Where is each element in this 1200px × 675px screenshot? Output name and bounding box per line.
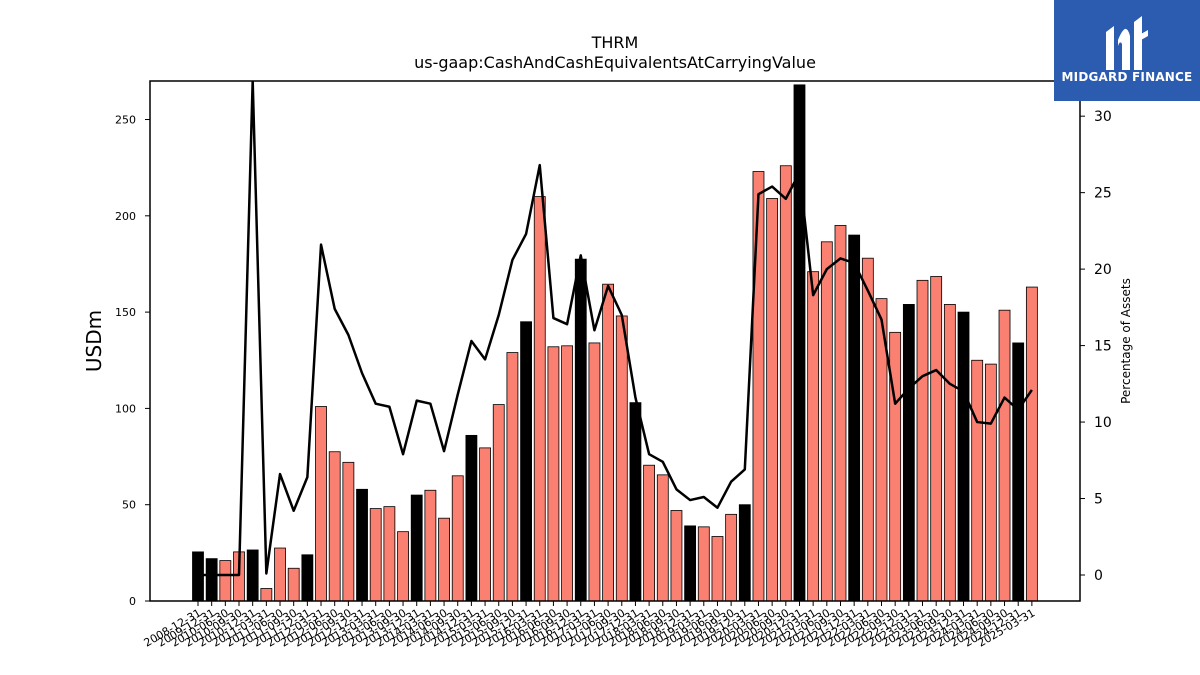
y2-tick-label: 25: [1094, 186, 1112, 202]
bar-2016-12-31: [574, 258, 587, 602]
y-tick-label: 50: [122, 499, 136, 512]
bar-2012-03-31: [315, 406, 327, 602]
bar-2021-12-31: [848, 234, 861, 602]
bar-2015-06-30: [492, 404, 505, 602]
bar-2013-06-30: [383, 506, 396, 602]
bar-2017-03-31: [588, 342, 601, 602]
bar-2023-03-31: [916, 279, 929, 602]
bar-2015-09-30: [506, 352, 519, 602]
bar-2024-06-30: [984, 363, 997, 602]
bar-2024-03-31: [971, 359, 984, 602]
x-axis-ticks: 2008-12-312009-12-312010-06-302010-09-30…: [142, 601, 1037, 650]
bar-2014-03-31: [424, 489, 437, 602]
y2-tick-label: 10: [1094, 415, 1112, 431]
y-axis-ticks: 0 50 100 150 200 250: [115, 114, 150, 608]
bar-2021-03-31: [807, 271, 820, 602]
bar-2014-12-31: [465, 434, 478, 602]
bar-2023-06-30: [930, 276, 943, 602]
bar-2019-03-31: [697, 526, 710, 602]
bar-2018-06-30: [656, 474, 669, 602]
bar-2014-09-30: [451, 475, 464, 602]
y-tick-label: 0: [129, 595, 136, 608]
bar-2014-06-30: [438, 517, 450, 602]
y-tick-label: 200: [115, 210, 136, 223]
bar-2019-09-30: [725, 513, 738, 602]
bar-2013-09-30: [397, 531, 409, 602]
bar-2010-12-31: [246, 549, 259, 602]
bar-2019-06-30: [711, 536, 724, 602]
pct-of-assets-series-line: [198, 81, 1033, 577]
y-tick-label: 150: [115, 306, 136, 319]
bar-2016-09-30: [561, 345, 573, 602]
bar-2015-03-31: [479, 447, 491, 602]
bar-2015-12-31: [520, 321, 532, 602]
bar-2012-12-31: [356, 488, 368, 602]
bar-2018-12-31: [684, 525, 697, 602]
bar-2013-03-31: [369, 508, 382, 602]
bar-2016-06-30: [547, 346, 560, 602]
y2-tick-label: 20: [1094, 262, 1112, 278]
y-tick-label: 100: [115, 402, 136, 415]
bar-2017-06-30: [602, 283, 614, 602]
bar-2009-12-31: [205, 558, 218, 602]
logo-mark-icon: [1106, 16, 1148, 70]
bars: [192, 84, 1038, 602]
chart-subtitle: us-gaap:CashAndCashEquivalentsAtCarrying…: [414, 53, 816, 72]
bar-2018-03-31: [643, 464, 656, 602]
bar-2024-12-31: [1012, 342, 1025, 602]
bar-2016-03-31: [533, 196, 546, 602]
bar-2020-06-30: [766, 198, 779, 602]
bar-2020-09-30: [779, 165, 792, 602]
y2-tick-label: 15: [1094, 339, 1112, 355]
bar-2017-09-30: [615, 315, 628, 602]
y2-axis-label: Percentage of Assets: [1119, 278, 1133, 404]
y2-tick-label: 0: [1094, 568, 1103, 584]
bar-2010-06-30: [219, 560, 232, 602]
bar-2013-12-31: [410, 494, 423, 602]
y-axis-label: USDm: [82, 310, 106, 372]
bar-2023-12-31: [957, 311, 970, 602]
bar-2021-09-30: [834, 225, 847, 602]
bar-2024-09-30: [998, 309, 1011, 602]
y-tick-label: 250: [115, 114, 136, 127]
logo-text: MIDGARD FINANCE: [1061, 70, 1193, 84]
bar-2023-09-30: [943, 304, 956, 602]
pct-of-assets-line: [198, 81, 1033, 577]
bar-2012-06-30: [328, 451, 341, 602]
plot-frame: [149, 80, 1081, 602]
bar-2022-12-31: [902, 304, 915, 602]
bar-2011-09-30: [287, 567, 300, 602]
bar-2012-09-30: [342, 461, 355, 602]
bar-2011-03-31: [260, 588, 273, 602]
brand-logo: MIDGARD FINANCE: [1054, 0, 1200, 101]
y2-axis-ticks: 0 5 10 15 20 25 30: [1080, 109, 1112, 584]
bar-2008-12-31: [192, 551, 204, 602]
bar-2022-03-31: [861, 257, 874, 602]
bar-2020-03-31: [752, 171, 765, 602]
y2-tick-label: 30: [1094, 109, 1112, 125]
bar-2020-12-31: [793, 84, 806, 602]
bar-2011-12-31: [301, 554, 314, 602]
bar-2025-03-31: [1025, 286, 1038, 602]
chart-title: THRM: [591, 33, 639, 52]
bar-2018-09-30: [670, 510, 683, 602]
bar-2011-06-30: [274, 547, 286, 602]
bar-2017-12-31: [629, 402, 642, 602]
bar-2019-12-31: [738, 504, 751, 602]
bar-2021-06-30: [820, 241, 833, 602]
y2-tick-label: 5: [1094, 492, 1103, 508]
